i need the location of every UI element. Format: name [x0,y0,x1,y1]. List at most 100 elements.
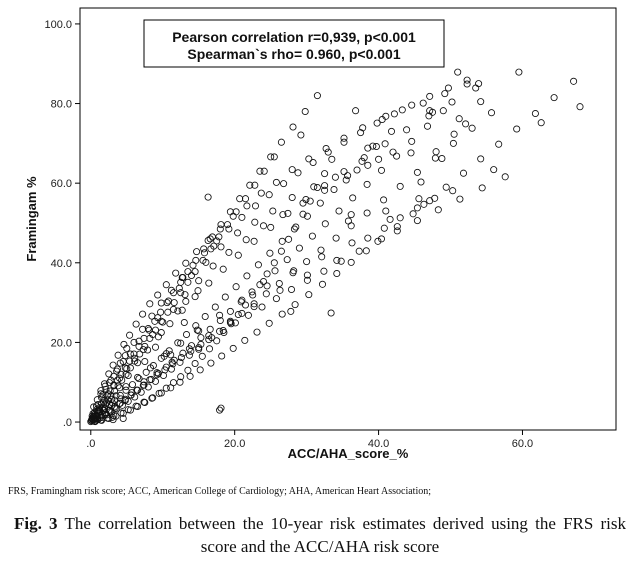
data-point [267,153,275,161]
data-point [299,210,307,218]
data-point [146,300,154,308]
data-point [344,172,352,180]
x-axis-title: ACC/AHA_score_% [288,446,409,461]
data-point [144,324,152,333]
data-point [200,249,209,257]
data-point [294,169,302,177]
data-point [468,124,476,132]
data-point [159,318,167,326]
data-point [441,90,449,98]
data-point [258,303,266,311]
data-point [487,109,496,117]
data-point [223,221,232,229]
data-point [215,233,223,241]
data-point [238,213,246,221]
data-point [333,269,341,278]
data-point [340,134,348,142]
data-point [177,289,185,297]
data-point [408,137,416,145]
data-point [432,148,440,156]
data-point [148,312,156,320]
data-point [303,276,311,284]
data-point [513,125,521,133]
data-point [186,372,194,380]
data-point [234,251,242,259]
data-point [124,406,132,414]
data-point [140,381,148,389]
data-point [251,202,260,210]
data-point [204,236,212,245]
data-point [576,103,584,111]
data-point [363,180,371,188]
data-point [426,92,434,100]
data-point [110,372,118,380]
data-point [249,291,257,299]
data-point [321,182,329,190]
data-point [425,112,433,120]
pearson-text: Pearson correlation r=0,939, p<0.001 [172,29,416,45]
data-point [413,168,421,176]
data-point [254,261,262,269]
data-point [475,80,483,88]
data-point [359,124,367,132]
data-point [101,382,109,390]
data-point [347,211,355,219]
data-point [226,208,234,216]
data-point [318,253,326,261]
data-point [550,94,558,102]
data-point [110,387,119,395]
data-point [372,142,380,151]
data-point [449,187,457,195]
data-point [477,98,485,106]
data-point [438,154,446,163]
data-point [243,272,251,280]
data-point [456,195,464,203]
data-point [243,202,251,210]
caption-text: The correlation between the 10-year risk… [64,514,627,556]
data-point [284,209,292,217]
data-point [262,290,270,298]
data-point [515,68,523,76]
data-point [537,119,545,127]
data-point [396,182,404,190]
data-point [271,267,279,275]
data-point [234,310,242,319]
data-point [387,127,396,135]
data-point [463,80,471,88]
data-point [250,237,258,245]
data-point [177,339,185,347]
data-point [130,350,138,358]
data-point [172,269,180,277]
data-point [277,247,285,255]
data-point [154,369,162,378]
data-point [253,328,261,336]
data-point [167,384,175,392]
data-point [140,398,148,406]
data-point [184,268,192,276]
data-point [209,262,217,270]
y-tick-label: .0 [63,417,72,429]
data-point [151,377,160,385]
data-point [191,293,199,301]
data-point [398,106,406,114]
data-point [210,242,218,250]
data-point [316,199,324,207]
data-point [112,392,120,400]
data-point [260,167,268,175]
data-point [358,157,366,165]
data-point [297,131,305,139]
data-point [121,352,129,360]
data-point [174,339,182,347]
data-point [149,394,157,402]
data-point [275,279,283,288]
data-point [289,269,297,277]
data-point [324,148,332,156]
data-point [490,166,498,174]
y-tick-label: 40.0 [51,258,72,270]
data-point [109,416,117,424]
data-point [288,193,296,202]
data-point [117,395,125,403]
data-point [242,236,250,244]
scatter-chart: .0 20.0 40.0 60.0 80.0 100.0 .0 20.0 40.0 60.0 P… [24,7,617,461]
data-point [182,297,190,305]
